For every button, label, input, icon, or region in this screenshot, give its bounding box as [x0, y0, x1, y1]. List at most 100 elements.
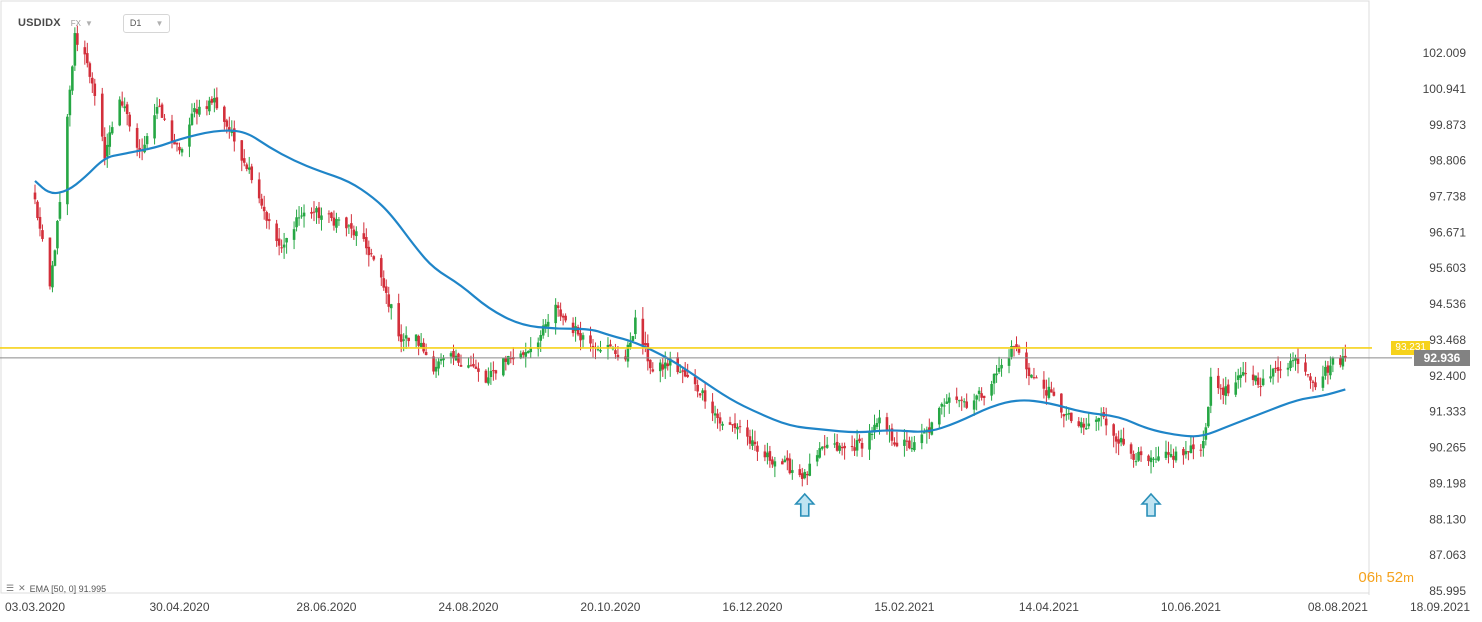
candle-body — [1326, 365, 1330, 373]
candle-body — [529, 347, 533, 353]
candle-body — [606, 344, 610, 349]
candle-body — [320, 215, 323, 220]
timeframe-select[interactable]: D1 ▼ — [122, 13, 171, 33]
y-tick-label: 100.941 — [1423, 82, 1467, 96]
candle-body — [1114, 436, 1118, 442]
candle-body — [332, 217, 336, 226]
candle-body — [858, 438, 861, 442]
candle-body — [1219, 388, 1223, 390]
candle-body — [686, 374, 689, 377]
candle-body — [452, 350, 455, 359]
candle-body — [232, 128, 236, 142]
candle-body — [614, 350, 617, 355]
candle-body — [783, 459, 787, 463]
candle-body — [1329, 365, 1332, 376]
candle-body — [459, 364, 463, 367]
candle-body — [66, 116, 69, 205]
candle-body — [173, 140, 176, 145]
x-tick-label: 10.06.2021 — [1161, 600, 1221, 614]
candle-body — [579, 333, 582, 341]
candle-body — [945, 401, 949, 404]
candle-body — [275, 223, 278, 242]
candle-body — [1244, 373, 1247, 375]
candle-body — [781, 461, 784, 465]
candle-body — [36, 201, 39, 218]
candle-body — [213, 97, 216, 103]
candle-body — [860, 442, 864, 449]
candle-body — [347, 225, 351, 227]
settings-icon[interactable]: ☰ — [6, 583, 15, 593]
candle-body — [399, 334, 403, 342]
y-tick-label: 90.265 — [1429, 441, 1466, 455]
candle-body — [733, 423, 737, 429]
candle-body — [158, 105, 161, 107]
candle-body — [389, 304, 393, 309]
candle-body — [786, 457, 789, 461]
candle-body — [1035, 377, 1038, 379]
candle-body — [895, 442, 899, 447]
candle-body — [581, 335, 585, 340]
candle-body — [262, 206, 266, 212]
candle-body — [350, 223, 353, 229]
candle-body — [1119, 437, 1123, 443]
candle-body — [145, 136, 149, 145]
candle-body — [559, 309, 562, 317]
candle-body — [155, 107, 159, 114]
candle-body — [337, 219, 341, 221]
candle-body — [521, 352, 525, 355]
candle-body — [1139, 451, 1143, 456]
chart-toolbar: USDIDX FX ▼ D1 ▼ — [18, 12, 171, 34]
candle-body — [1269, 376, 1272, 379]
candle-body — [38, 216, 42, 229]
symbol-label[interactable]: USDIDX — [18, 17, 61, 29]
candle-body — [788, 458, 792, 474]
candle-body — [1137, 451, 1140, 461]
candle-body — [71, 66, 74, 91]
candle-body — [596, 349, 600, 351]
candle-body — [698, 393, 702, 396]
candle-body — [1169, 453, 1173, 457]
candle-body — [477, 368, 480, 372]
chevron-down-icon: ▼ — [155, 18, 164, 28]
candle-body — [370, 253, 373, 255]
candle-body — [701, 390, 704, 394]
candle-body — [942, 405, 946, 407]
candle-body — [382, 278, 386, 288]
candle-body — [728, 422, 732, 425]
y-tick-label: 88.130 — [1429, 512, 1466, 526]
chevron-down-icon[interactable]: ▼ — [85, 18, 93, 28]
candle-body — [434, 366, 438, 372]
candle-body — [713, 413, 717, 416]
candle-body — [1082, 423, 1086, 428]
candle-body — [663, 362, 667, 369]
candle-body — [753, 441, 757, 445]
candle-body — [751, 440, 754, 446]
y-tick-label: 96.671 — [1429, 225, 1466, 239]
candle-body — [312, 211, 316, 213]
candle-body — [1079, 422, 1083, 428]
candle-body — [666, 363, 670, 367]
candle-body — [1234, 382, 1238, 395]
candle-body — [791, 470, 794, 473]
candle-body — [345, 217, 348, 229]
candle-body — [818, 448, 822, 458]
candle-body — [1261, 378, 1265, 386]
candle-body — [1167, 452, 1170, 455]
candle-body — [417, 335, 420, 346]
candle-body — [1192, 444, 1195, 450]
candle-body — [68, 89, 72, 116]
candle-body — [103, 136, 107, 159]
candle-body — [193, 108, 196, 113]
candle-body — [1129, 444, 1133, 454]
y-tick-label: 102.009 — [1423, 46, 1467, 60]
candle-body — [1027, 367, 1031, 377]
x-tick-label: 16.12.2020 — [722, 600, 782, 614]
candle-body — [100, 93, 104, 137]
candle-body — [474, 366, 478, 369]
candle-body — [260, 198, 263, 206]
candle-body — [1306, 374, 1310, 376]
candle-body — [965, 401, 968, 408]
close-icon[interactable]: ✕ — [18, 583, 26, 593]
